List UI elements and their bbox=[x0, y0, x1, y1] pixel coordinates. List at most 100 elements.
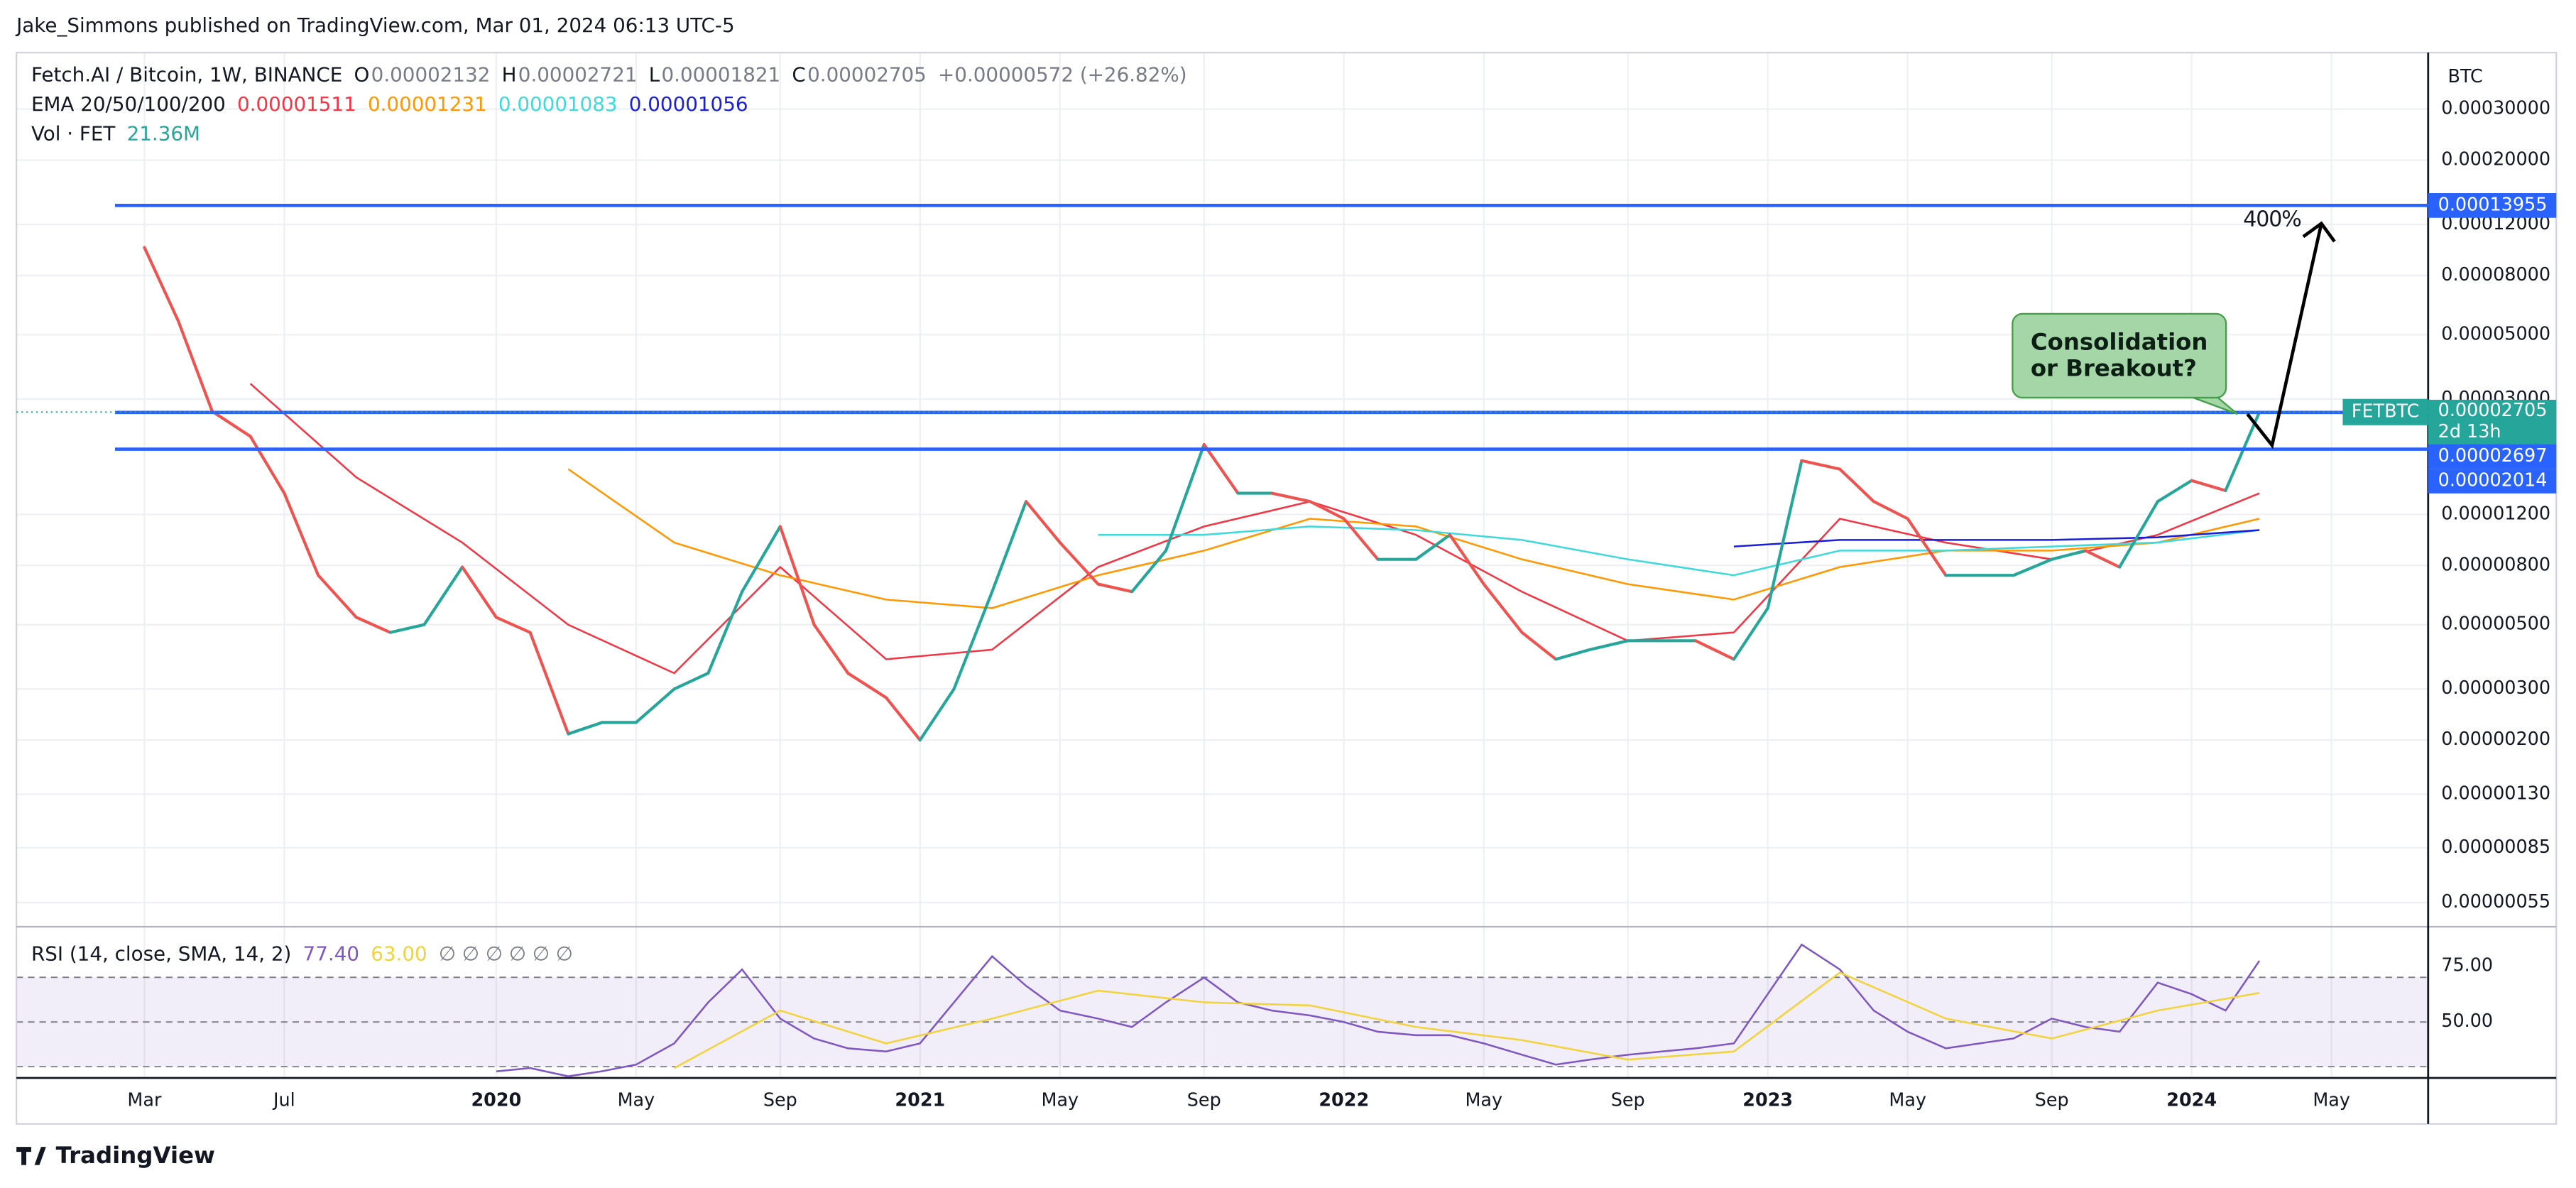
x-tick-label: Mar bbox=[127, 1089, 162, 1111]
x-tick-label: Sep bbox=[1187, 1089, 1221, 1111]
price-segment bbox=[2156, 479, 2193, 503]
x-tick-label: 2020 bbox=[471, 1089, 521, 1111]
y-tick-label: 0.00001200 bbox=[2441, 503, 2550, 524]
legend-item: 0.00002705 bbox=[807, 62, 927, 86]
level-tag bbox=[2428, 193, 2557, 218]
y-tick-label: 0.00000200 bbox=[2441, 729, 2550, 750]
ema-line bbox=[567, 468, 2260, 609]
price-segment bbox=[388, 623, 426, 634]
price-segment bbox=[1024, 500, 1061, 545]
price-segment bbox=[210, 410, 252, 438]
price-segment bbox=[1800, 459, 1842, 471]
rsi-tick-label: 75.00 bbox=[2441, 955, 2493, 976]
price-segment bbox=[778, 525, 816, 626]
price-segment bbox=[1096, 582, 1134, 594]
legend-item: 0.00001231 bbox=[368, 92, 487, 116]
y-tick-label: 0.00000055 bbox=[2441, 891, 2550, 912]
price-segment bbox=[177, 320, 214, 413]
price-segment bbox=[672, 671, 710, 691]
x-tick-label: Sep bbox=[763, 1089, 797, 1111]
legend-item: 63.00 bbox=[371, 942, 427, 965]
publish-note: Jake_Simmons published on TradingView.co… bbox=[15, 13, 734, 37]
level-tag-label: 0.00002697 bbox=[2438, 445, 2548, 467]
legend-item: 21.36M bbox=[127, 122, 200, 146]
price-segment bbox=[2012, 557, 2053, 577]
x-tick-label: Sep bbox=[2035, 1089, 2069, 1111]
price-segment bbox=[1448, 533, 1485, 586]
callout-text: or Breakout? bbox=[2031, 355, 2197, 382]
rsi-sma-line bbox=[673, 971, 2260, 1069]
callout-text: Consolidation bbox=[2031, 329, 2208, 356]
x-tick-label: May bbox=[1465, 1089, 1502, 1111]
price-segment bbox=[1520, 631, 1558, 661]
legend-item: Fetch.AI / Bitcoin, 1W, BINANCE bbox=[31, 62, 342, 86]
legend-row: Fetch.AI / Bitcoin, 1W, BINANCE O 0.000021… bbox=[31, 62, 1187, 86]
price-segment bbox=[1766, 459, 1803, 610]
legend-item: 0.00002132 bbox=[371, 62, 491, 86]
price-segment bbox=[884, 696, 922, 742]
level-tag bbox=[2428, 469, 2557, 494]
footer-logo bbox=[16, 1147, 46, 1165]
legend-item: H bbox=[502, 62, 517, 86]
rsi-tick-label: 50.00 bbox=[2441, 1010, 2493, 1032]
legend-item: 0.00001083 bbox=[498, 92, 618, 116]
legend-item: 0.00001821 bbox=[662, 62, 781, 86]
price-segment bbox=[1694, 639, 1736, 661]
y-tick-label: 0.00000800 bbox=[2441, 554, 2550, 575]
price-segment bbox=[422, 565, 464, 626]
countdown: 2d 13h bbox=[2438, 421, 2501, 442]
price-segment bbox=[494, 616, 532, 634]
chart-frame bbox=[15, 51, 2558, 1125]
x-tick-label: Sep bbox=[1611, 1089, 1645, 1111]
ema-line bbox=[249, 383, 2260, 675]
target-arrow bbox=[2246, 221, 2336, 449]
price-segment bbox=[528, 631, 570, 736]
legend-item: Vol · FET bbox=[31, 122, 116, 146]
y-tick-label: 0.00005000 bbox=[2441, 323, 2550, 344]
y-tick-label: 0.00000300 bbox=[2441, 677, 2550, 699]
x-tick-label: 2024 bbox=[2166, 1089, 2217, 1111]
price-segment bbox=[990, 500, 1028, 594]
price-segment bbox=[918, 687, 956, 742]
price-segment bbox=[143, 246, 180, 323]
price-segment bbox=[283, 491, 320, 577]
price-segment bbox=[1482, 582, 1524, 634]
price-segment bbox=[1554, 648, 1592, 661]
currency-label: BTC bbox=[2448, 66, 2483, 87]
x-tick-label: May bbox=[1889, 1089, 1926, 1111]
x-tick-label: Jul bbox=[272, 1089, 295, 1111]
y-tick-label: 0.00020000 bbox=[2441, 149, 2550, 170]
callout-box bbox=[2012, 312, 2227, 399]
logo-mark bbox=[16, 1147, 46, 1165]
price-segment bbox=[1838, 467, 1876, 503]
price-segment bbox=[741, 525, 782, 594]
ema-line bbox=[1733, 529, 2260, 547]
x-tick-label: May bbox=[1042, 1089, 1079, 1111]
price-segment bbox=[952, 590, 994, 691]
price-segment bbox=[2084, 549, 2122, 569]
x-tick-label: 2021 bbox=[895, 1089, 945, 1111]
y-tick-label: 0.00030000 bbox=[2441, 98, 2550, 119]
level-tag-label: 0.00013955 bbox=[2438, 194, 2548, 215]
price-segment bbox=[846, 671, 888, 699]
price-segment bbox=[1270, 491, 1312, 503]
price-segment bbox=[2118, 500, 2159, 569]
price-segment bbox=[1058, 540, 1100, 586]
price-segment bbox=[1906, 517, 1948, 577]
price-segment bbox=[812, 623, 850, 675]
price-segment bbox=[1308, 500, 1346, 521]
price-segment bbox=[249, 435, 286, 495]
legend-item: C bbox=[792, 62, 805, 86]
legend-item: 0.00001056 bbox=[629, 92, 748, 116]
y-tick-label: 0.00000500 bbox=[2441, 614, 2550, 635]
x-tick-label: May bbox=[2313, 1089, 2350, 1111]
legend-item: RSI (14, close, SMA, 14, 2) bbox=[31, 942, 291, 965]
price-segment bbox=[1872, 500, 1909, 521]
y-tick-label: 0.00000130 bbox=[2441, 783, 2550, 805]
x-tick-label: May bbox=[618, 1089, 655, 1111]
price-segment bbox=[461, 565, 498, 619]
rsi-line bbox=[496, 943, 2261, 1077]
legend-row: RSI (14, close, SMA, 14, 2) 77.40 63.00 ∅ ∅… bbox=[31, 942, 573, 965]
price-segment bbox=[1588, 639, 1630, 651]
